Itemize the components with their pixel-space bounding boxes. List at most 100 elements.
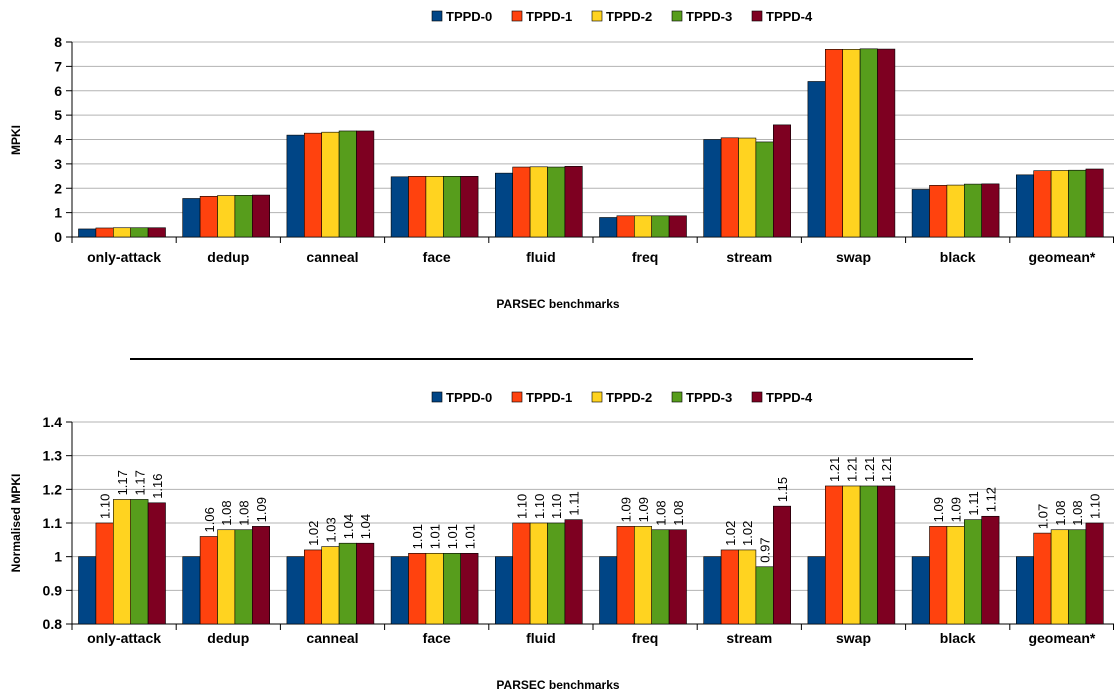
x-tick-label: black: [940, 249, 976, 265]
bar: [460, 176, 479, 238]
bar: [390, 556, 409, 625]
data-label: 1.09: [636, 497, 651, 522]
bar: [130, 499, 149, 625]
x-tick-label: face: [423, 630, 451, 646]
y-tick-label: 1: [54, 205, 62, 221]
data-label: 1.01: [428, 524, 443, 549]
legend-swatch: [591, 391, 603, 403]
bar: [234, 529, 253, 625]
bar: [494, 172, 513, 238]
bar: [252, 194, 271, 238]
x-tick-label: black: [940, 630, 976, 646]
bar: [929, 185, 948, 238]
bar: [824, 485, 843, 625]
data-label: 1.10: [1088, 494, 1103, 519]
data-label: 1.21: [827, 457, 842, 482]
bar: [564, 519, 583, 625]
bar: [1085, 168, 1104, 238]
bar: [703, 139, 722, 238]
data-label: 1.21: [862, 457, 877, 482]
legend-label: TPPD-4: [766, 9, 813, 24]
bar: [182, 198, 201, 238]
bar: [252, 526, 271, 625]
bar: [911, 556, 930, 625]
bar: [963, 183, 982, 238]
bar: [356, 542, 375, 625]
bar: [842, 49, 861, 238]
bar: [338, 130, 357, 238]
data-label: 1.10: [98, 494, 113, 519]
x-tick-label: only-attack: [87, 249, 161, 265]
bar: [703, 556, 722, 625]
data-label: 1.21: [879, 457, 894, 482]
y-tick-label: 0.8: [43, 616, 63, 632]
bar: [547, 522, 566, 625]
bar: [78, 556, 97, 625]
data-label: 1.10: [532, 494, 547, 519]
bar: [390, 176, 409, 238]
bar: [286, 134, 305, 238]
bar: [1015, 556, 1034, 625]
data-label: 1.04: [341, 514, 356, 539]
data-label: 1.04: [358, 514, 373, 539]
legend-label: TPPD-1: [526, 390, 572, 405]
bar: [633, 215, 652, 238]
bar: [321, 131, 340, 238]
data-label: 1.01: [445, 524, 460, 549]
y-tick-label: 1.4: [43, 414, 63, 430]
legend-swatch: [431, 10, 443, 22]
bar: [599, 556, 618, 625]
legend-swatch: [751, 391, 763, 403]
bar: [217, 529, 236, 625]
legend-label: TPPD-4: [766, 390, 813, 405]
legend-swatch: [511, 391, 523, 403]
bar: [668, 529, 687, 625]
data-label: 1.07: [1035, 504, 1050, 529]
y-tick-label: 7: [54, 58, 62, 74]
x-tick-label: geomean*: [1028, 630, 1095, 646]
x-tick-label: stream: [726, 249, 772, 265]
bar: [616, 215, 635, 238]
x-axis-title: PARSEC benchmarks: [496, 297, 619, 311]
x-tick-label: face: [423, 249, 451, 265]
bar: [929, 526, 948, 625]
x-tick-label: only-attack: [87, 630, 161, 646]
data-label: 1.08: [1070, 500, 1085, 525]
data-label: 1.21: [844, 457, 859, 482]
data-label: 1.03: [323, 517, 338, 542]
bar: [651, 529, 670, 625]
x-tick-label: fluid: [526, 249, 556, 265]
y-tick-label: 0.9: [43, 582, 63, 598]
legend-label: TPPD-3: [686, 390, 732, 405]
data-label: 1.11: [966, 491, 981, 515]
y-axis-title: Normalised MPKI: [9, 474, 23, 573]
y-tick-label: 8: [54, 34, 62, 50]
bar: [616, 526, 635, 625]
bar: [772, 124, 791, 238]
x-tick-label: freq: [632, 630, 658, 646]
bar: [877, 485, 896, 625]
bar: [147, 502, 166, 625]
legend-label: TPPD-0: [446, 9, 492, 24]
legend-swatch: [431, 391, 443, 403]
bar: [1015, 174, 1034, 238]
bar: [321, 546, 340, 625]
x-tick-label: canneal: [306, 249, 358, 265]
y-axis-title: MPKI: [9, 125, 23, 155]
bar: [946, 184, 965, 238]
y-tick-label: 6: [54, 83, 62, 99]
bar: [859, 48, 878, 238]
y-tick-label: 1.1: [43, 515, 63, 531]
bar: [460, 552, 479, 625]
data-label: 1.10: [549, 494, 564, 519]
x-tick-label: swap: [836, 630, 871, 646]
x-tick-label: swap: [836, 249, 871, 265]
y-tick-label: 1.3: [43, 448, 63, 464]
data-label: 1.09: [949, 497, 964, 522]
bar: [1033, 532, 1052, 625]
y-tick-label: 1: [54, 549, 62, 565]
bar: [303, 549, 322, 625]
x-tick-label: canneal: [306, 630, 358, 646]
bar: [946, 526, 965, 625]
bar: [113, 499, 132, 625]
